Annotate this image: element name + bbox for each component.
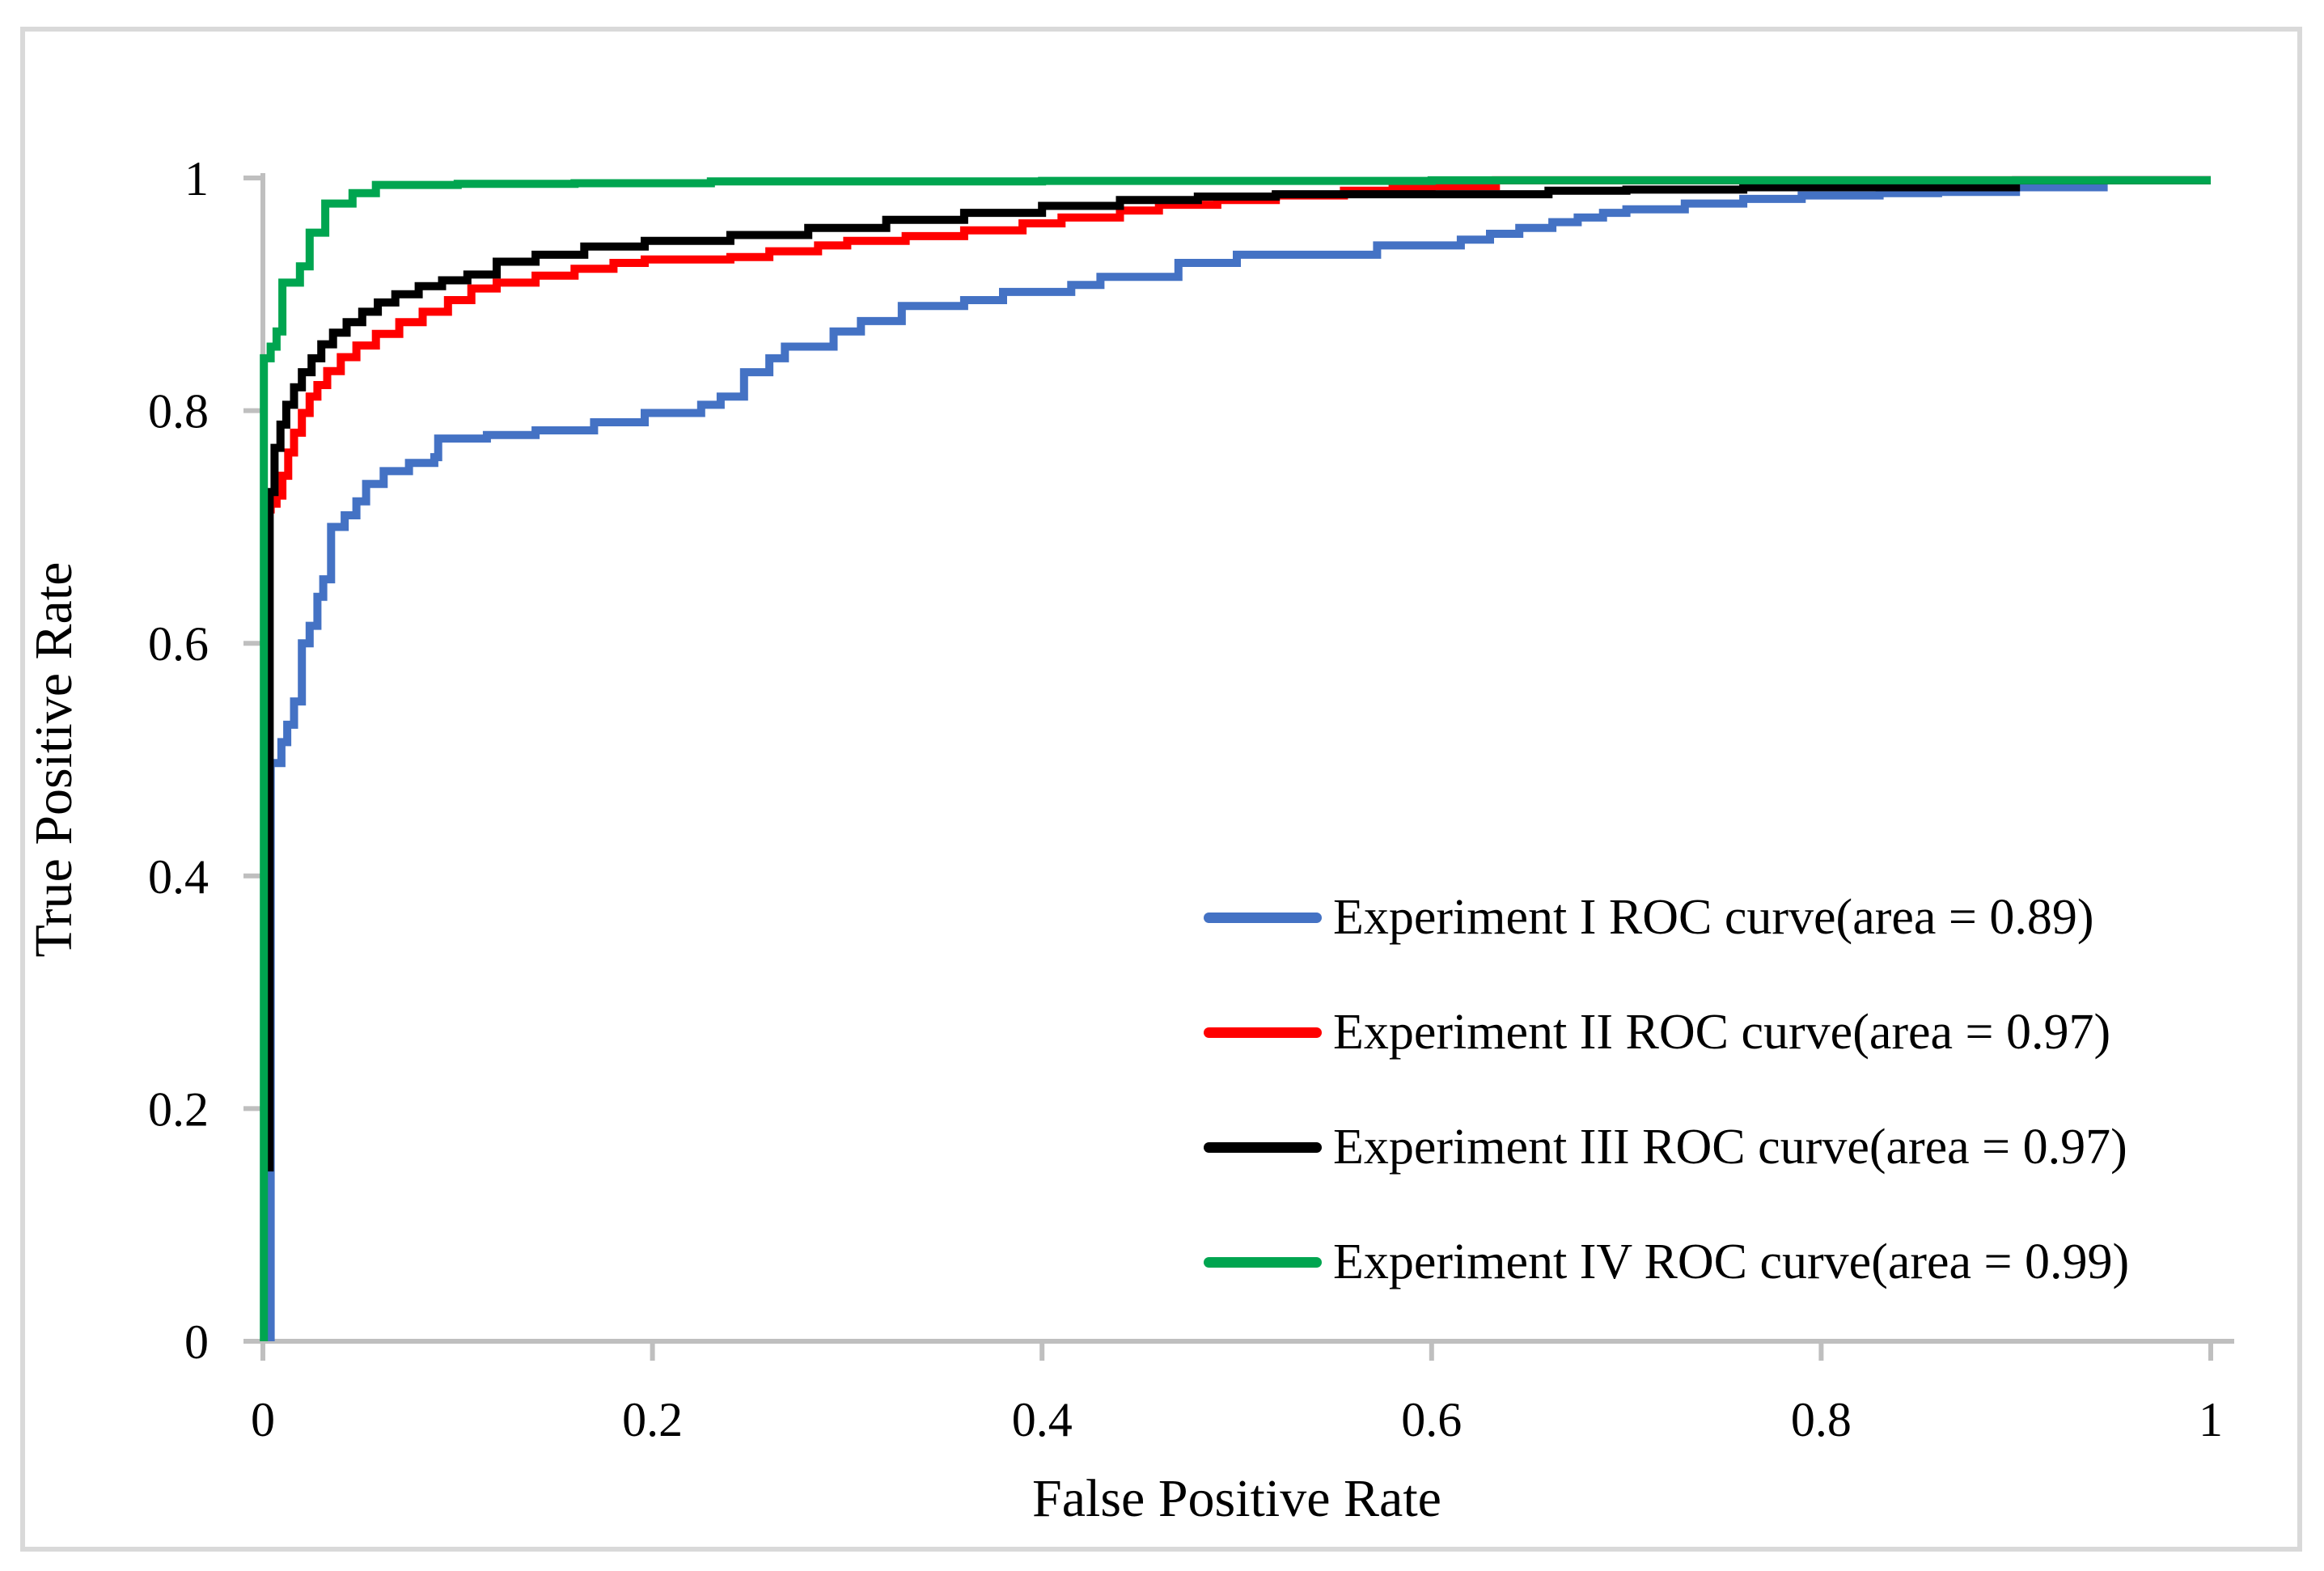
- legend-swatch-experiment-ii: [1204, 1027, 1322, 1038]
- y-tick-label: 0.2: [148, 1082, 209, 1136]
- roc-curves-layer: [260, 176, 2211, 1341]
- legend-item-experiment-i: Experiment I ROC curve(area = 0.89): [1204, 888, 2129, 946]
- x-tick-label: 0.2: [622, 1393, 683, 1446]
- roc-curve-experiment-ii: [260, 176, 2211, 527]
- x-tick-label: 0.8: [1791, 1393, 1852, 1446]
- chart-legend: Experiment I ROC curve(area = 0.89) Exper…: [1204, 888, 2129, 1291]
- legend-label-experiment-iii: Experiment III ROC curve(area = 0.97): [1333, 1120, 2127, 1175]
- roc-curve-experiment-i: [266, 176, 2211, 1341]
- legend-swatch-experiment-iii: [1204, 1141, 1322, 1153]
- x-axis-title: False Positive Rate: [1032, 1469, 1441, 1528]
- roc-curve-experiment-iv: [260, 176, 2211, 1341]
- x-tick-label: 0.4: [1012, 1393, 1073, 1446]
- y-tick-label: 0.8: [148, 385, 209, 438]
- y-tick-label: 1: [184, 152, 209, 205]
- roc-curve-experiment-iii: [265, 176, 2211, 1172]
- tick-labels-layer: 0 0.2 0.4 0.6 0.8 1 0 0.2 0.4 0.6 0.8 1: [148, 152, 2223, 1446]
- y-tick-label: 0.6: [148, 617, 209, 671]
- y-axis-title: True Positive Rate: [24, 562, 83, 958]
- legend-item-experiment-iii: Experiment III ROC curve(area = 0.97): [1204, 1118, 2129, 1176]
- legend-label-experiment-iv: Experiment IV ROC curve(area = 0.99): [1333, 1234, 2130, 1289]
- y-tick-label: 0: [184, 1315, 209, 1369]
- legend-label-experiment-i: Experiment I ROC curve(area = 0.89): [1333, 890, 2094, 945]
- x-tick-label: 1: [2199, 1393, 2223, 1446]
- legend-item-experiment-iv: Experiment IV ROC curve(area = 0.99): [1204, 1233, 2129, 1291]
- legend-swatch-experiment-iv: [1204, 1256, 1322, 1268]
- legend-swatch-experiment-i: [1204, 912, 1322, 923]
- y-tick-label: 0.4: [148, 850, 209, 904]
- x-tick-label: 0.6: [1401, 1393, 1462, 1446]
- legend-label-experiment-ii: Experiment II ROC curve(area = 0.97): [1333, 1005, 2111, 1060]
- legend-item-experiment-ii: Experiment II ROC curve(area = 0.97): [1204, 1003, 2129, 1061]
- x-tick-label: 0: [251, 1393, 275, 1446]
